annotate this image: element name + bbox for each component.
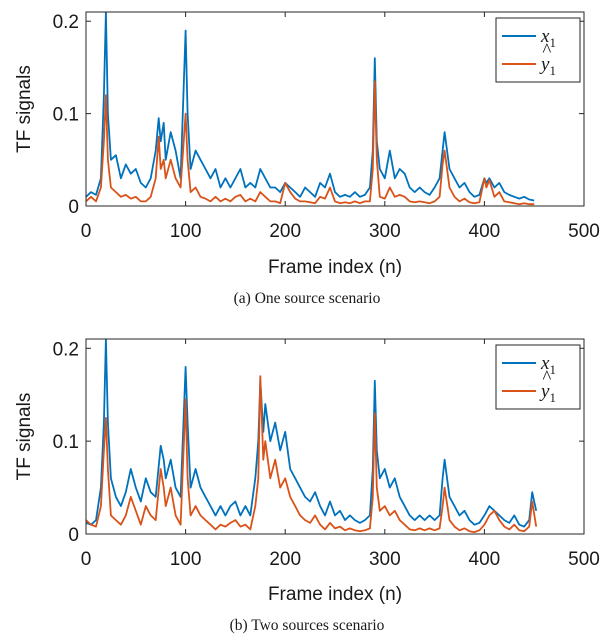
legend-label-x1: x1 <box>540 353 556 377</box>
legend-hat-accent: ^ <box>542 367 552 388</box>
x-tick-label: 0 <box>81 221 92 242</box>
legend-symbol: x <box>540 353 550 374</box>
y-tick-label: 0.1 <box>53 432 79 453</box>
legend-label-x1: x1 <box>540 26 556 50</box>
chart-panel-2: 0 100 200 300 400 500 0 0.1 0.2 Frame index (n) TF… <box>14 338 600 634</box>
x-tick-label: 300 <box>369 549 401 570</box>
legend-subscript: 1 <box>549 390 556 405</box>
series-line-y1_hat <box>86 375 538 533</box>
y-tick-label: 0.2 <box>53 12 79 33</box>
x-tick-label: 200 <box>269 549 301 570</box>
x-tick-label: 500 <box>568 549 600 570</box>
legend-label-y1_hat: y1 <box>539 381 556 405</box>
y-tick-label: 0 <box>68 525 79 546</box>
y-tick-label: 0 <box>68 197 79 218</box>
legend-box <box>495 17 581 83</box>
x-tick-label: 400 <box>469 221 501 242</box>
series-line-x1 <box>86 12 535 202</box>
x-tick-label: 300 <box>369 221 401 242</box>
legend-hat-accent: ^ <box>542 40 552 61</box>
series-line-y1_hat <box>86 80 535 206</box>
x-tick-label: 0 <box>81 549 92 570</box>
figure-caption: (a) One source scenario <box>234 290 381 307</box>
series-line-x1 <box>86 339 538 528</box>
y-tick-label: 0.1 <box>53 105 79 126</box>
x-tick-label: 400 <box>469 549 501 570</box>
plot-frame <box>85 338 585 535</box>
x-tick-label: 100 <box>170 549 202 570</box>
legend-subscript: 1 <box>549 362 556 377</box>
legend-box <box>495 344 581 410</box>
x-tick-label: 100 <box>170 221 202 242</box>
y-tick-label: 0.2 <box>53 339 79 360</box>
legend-symbol: x <box>540 26 550 47</box>
legend-label-y1_hat: y1 <box>539 54 556 78</box>
plot-frame <box>85 11 585 207</box>
figure-caption: (b) Two sources scenario <box>230 617 385 634</box>
x-axis-label: Frame index (n) <box>268 584 402 605</box>
legend-symbol: y <box>539 381 550 402</box>
y-axis-label: TF signals <box>14 393 35 481</box>
legend-subscript: 1 <box>549 63 556 78</box>
y-axis-label: TF signals <box>14 65 35 153</box>
chart-panel-1: 0 100 200 300 400 500 0 0.1 0.2 Frame index (n) TF… <box>14 11 600 307</box>
legend-symbol: y <box>539 54 550 75</box>
x-tick-label: 200 <box>269 221 301 242</box>
x-axis-label: Frame index (n) <box>268 257 402 278</box>
legend-subscript: 1 <box>549 35 556 50</box>
x-tick-label: 500 <box>568 221 600 242</box>
